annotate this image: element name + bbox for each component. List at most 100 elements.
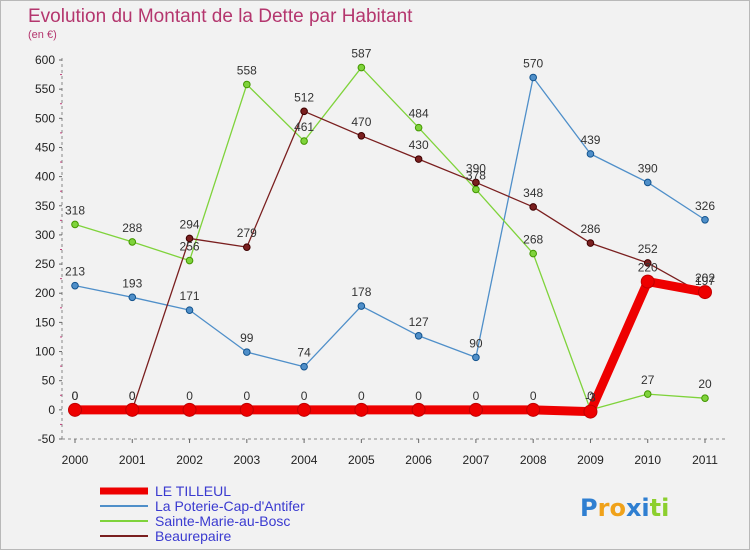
data-label: 0	[72, 389, 79, 403]
data-label: 558	[237, 63, 257, 77]
data-label: 99	[240, 331, 254, 345]
data-point	[128, 293, 137, 302]
data-point	[128, 238, 137, 246]
data-label: 439	[580, 133, 600, 147]
data-label: 326	[695, 199, 715, 213]
data-point	[414, 123, 423, 132]
data-point	[583, 404, 598, 419]
logo-letter: i	[661, 494, 669, 522]
data-label: 0	[301, 389, 308, 403]
data-point	[643, 390, 652, 398]
series-line-2	[74, 110, 706, 411]
data-point	[701, 215, 709, 224]
data-label: 587	[351, 47, 371, 61]
data-point	[411, 402, 426, 417]
y-tick-label: 400	[35, 170, 55, 184]
proxiti-logo: Proxiti	[580, 494, 669, 522]
data-label: 470	[351, 115, 371, 129]
data-point	[68, 402, 82, 417]
data-label: 0	[129, 389, 136, 403]
legend-label: Beaurepaire	[155, 528, 231, 544]
logo-letter: r	[598, 494, 610, 522]
x-tick-label: 2010	[634, 453, 661, 467]
data-point	[354, 402, 369, 417]
data-label: 213	[65, 265, 85, 279]
data-point	[414, 155, 423, 163]
data-point	[185, 234, 194, 243]
data-label: 512	[294, 90, 314, 104]
data-point	[300, 107, 308, 116]
data-label: 202	[695, 271, 715, 285]
data-point	[185, 306, 194, 314]
y-tick-label: 50	[42, 374, 56, 388]
data-point	[243, 348, 251, 356]
data-point	[182, 402, 197, 417]
y-tick-label: -50	[38, 432, 56, 446]
data-point	[643, 178, 652, 187]
data-label: 348	[523, 186, 543, 200]
data-label: 378	[466, 168, 486, 182]
data-label: 484	[409, 107, 429, 121]
series-line-0	[74, 76, 706, 368]
x-tick-label: 2000	[62, 453, 89, 467]
data-point	[125, 402, 140, 417]
series-lines	[68, 63, 712, 419]
data-point	[701, 394, 709, 402]
y-tick-label: 550	[35, 82, 55, 96]
data-point	[643, 259, 652, 267]
x-tick-label: 2003	[233, 453, 260, 467]
data-point	[357, 302, 366, 310]
data-labels: 213 193 171 99 74 178 127 90 570 439 390 326 318 288 2…	[65, 47, 715, 405]
data-point	[529, 203, 537, 211]
x-tick-label: 2009	[577, 453, 604, 467]
logo-letter: x	[626, 494, 642, 522]
data-label: 197	[695, 274, 715, 288]
data-point	[243, 80, 251, 89]
data-point	[300, 362, 308, 371]
data-label: 20	[698, 377, 712, 391]
data-label: 256	[180, 240, 200, 254]
data-point	[243, 243, 251, 251]
axes: -500501001502002503003504004505005506002…	[35, 53, 725, 467]
data-label: 0	[243, 389, 250, 403]
data-point	[586, 239, 595, 247]
data-label: 252	[638, 242, 658, 256]
data-point	[472, 353, 480, 362]
y-tick-label: 0	[48, 403, 55, 417]
x-tick-label: 2008	[520, 453, 547, 467]
chart-unit-subtitle: (en €)	[28, 29, 57, 41]
data-label: 294	[180, 217, 200, 231]
logo-letter: o	[609, 494, 626, 522]
legend-label: LE TILLEUL	[155, 483, 231, 499]
data-point	[239, 402, 254, 417]
data-point	[640, 274, 655, 289]
data-point	[529, 249, 537, 258]
data-point	[185, 256, 194, 265]
data-label: 90	[469, 336, 483, 350]
logo-letter: i	[641, 494, 649, 522]
data-point	[526, 402, 541, 417]
data-label: 0	[415, 389, 422, 403]
data-label: 318	[65, 203, 85, 217]
y-tick-label: 300	[35, 228, 55, 242]
data-point	[698, 285, 712, 300]
x-tick-label: 2004	[291, 453, 318, 467]
data-label: 461	[294, 120, 314, 134]
logo-letter: P	[580, 494, 598, 522]
x-tick-label: 2002	[176, 453, 203, 467]
data-label: 193	[122, 276, 142, 290]
data-label: 178	[351, 285, 371, 299]
data-label: 0	[587, 389, 594, 403]
data-label: 0	[129, 389, 136, 403]
data-label: 288	[122, 221, 142, 235]
data-label: 279	[237, 226, 257, 240]
y-tick-label: 600	[35, 53, 55, 67]
y-tick-label: 200	[35, 286, 55, 300]
data-label: 0	[72, 389, 79, 403]
data-label: 390	[466, 161, 486, 175]
y-tick-label: 150	[35, 315, 55, 329]
data-point	[414, 331, 423, 340]
